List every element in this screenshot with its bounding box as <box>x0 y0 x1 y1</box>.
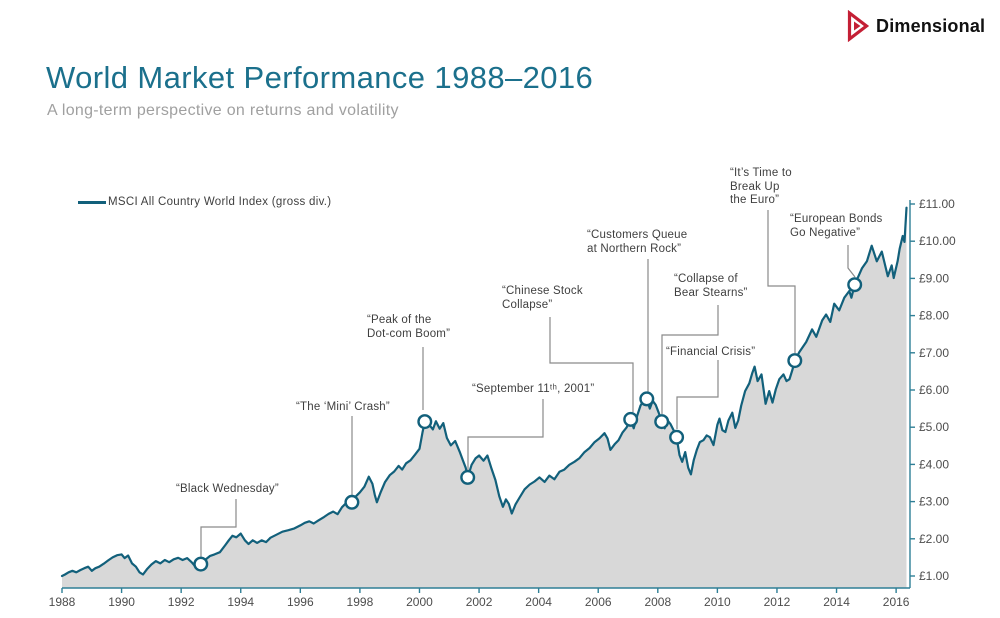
annotation-connector-financial-crisis <box>676 360 719 429</box>
x-tick-label: 2016 <box>883 595 910 609</box>
annotation-label-dotcom-peak: “Peak of the Dot-com Boom” <box>367 314 451 340</box>
page-subtitle: A long-term perspective on returns and v… <box>47 102 399 119</box>
event-marker-mini-crash <box>344 494 360 510</box>
event-marker-september-11 <box>460 469 476 485</box>
legend-label: MSCI All Country World Index (gross div.… <box>108 196 332 208</box>
annotation-label-euro-breakup: “It’s Time to Break Up the Euro” <box>730 167 792 206</box>
y-tick-label: £8.00 <box>919 309 949 323</box>
event-marker-bear-stearns <box>654 414 670 430</box>
x-tick-label: 2004 <box>525 595 552 609</box>
x-tick-label: 1990 <box>108 595 135 609</box>
annotation-label-northern-rock: “Customers Queue at Northern Rock” <box>587 229 688 255</box>
event-marker-northern-rock <box>639 391 655 407</box>
annotation-connector-bear-stearns <box>661 305 719 414</box>
annotation-connector-black-wednesday <box>200 499 237 558</box>
annotation-label-mini-crash: “The ‘Mini’ Crash” <box>296 401 390 413</box>
event-marker-european-bonds <box>847 277 863 293</box>
x-tick-label: 2010 <box>704 595 731 609</box>
x-tick-label: 1998 <box>347 595 374 609</box>
y-tick-label: £10.00 <box>919 234 956 248</box>
dimensional-logo: Dimensional <box>846 10 985 42</box>
y-tick-label: £7.00 <box>919 346 949 360</box>
annotation-label-september-11: “September 11ᵗʰ, 2001” <box>472 383 595 395</box>
x-tick-label: 2008 <box>644 595 671 609</box>
annotation-label-bear-stearns: “Collapse of Bear Stearns” <box>674 273 748 299</box>
y-tick-label: £1.00 <box>919 569 949 583</box>
x-tick-label: 1992 <box>168 595 195 609</box>
y-tick-label: £11.00 <box>919 197 955 211</box>
x-tick-label: 1994 <box>227 595 254 609</box>
chart-legend: MSCI All Country World Index (gross div.… <box>78 196 331 208</box>
x-tick-label: 1996 <box>287 595 314 609</box>
event-marker-black-wednesday <box>193 556 209 572</box>
y-tick-label: £2.00 <box>919 532 949 546</box>
annotation-label-european-bonds: “European Bonds Go Negative” <box>790 213 883 239</box>
y-tick-label: £9.00 <box>919 271 949 285</box>
x-tick-label: 2014 <box>823 595 850 609</box>
logo-text: Dimensional <box>876 15 986 36</box>
y-tick-label: £3.00 <box>919 495 949 509</box>
event-marker-dotcom-peak <box>417 414 433 430</box>
page-title: World Market Performance 1988–2016 <box>46 60 594 95</box>
y-tick-label: £4.00 <box>919 457 949 471</box>
event-marker-euro-breakup <box>787 353 803 369</box>
annotation-connector-september-11 <box>467 399 544 470</box>
x-tick-label: 2006 <box>585 595 612 609</box>
annotation-label-chinese-stock-collapse: “Chinese Stock Collapse” <box>502 285 583 311</box>
event-marker-chinese-stock-collapse <box>623 411 639 427</box>
annotation-label-financial-crisis: “Financial Crisis” <box>666 346 756 358</box>
x-tick-label: 1988 <box>49 595 76 609</box>
legend-line-swatch <box>78 200 106 204</box>
y-tick-label: £5.00 <box>919 420 949 434</box>
x-tick-label: 2000 <box>406 595 433 609</box>
annotation-connector-european-bonds <box>847 245 856 278</box>
y-tick-label: £6.00 <box>919 383 949 397</box>
annotation-connector-euro-breakup <box>767 210 796 353</box>
series-area-fill <box>62 207 907 588</box>
dimensional-logo-icon <box>847 10 870 42</box>
annotation-label-black-wednesday: “Black Wednesday” <box>176 483 279 495</box>
x-tick-label: 2002 <box>466 595 493 609</box>
annotation-connector-chinese-stock-collapse <box>549 317 634 412</box>
x-tick-label: 2012 <box>764 595 791 609</box>
event-marker-financial-crisis <box>669 429 685 445</box>
